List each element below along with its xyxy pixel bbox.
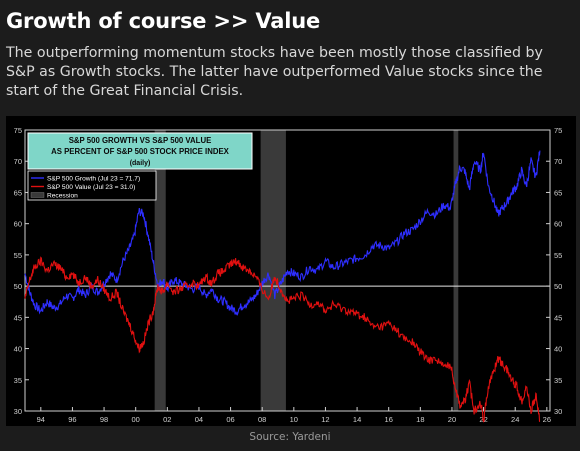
y-tick-label-left: 60 [14, 220, 22, 229]
article-headline: Growth of course >> Value [6, 9, 320, 33]
chart-title-line: AS PERCENT OF S&P 500 STOCK PRICE INDEX [51, 147, 230, 156]
x-tick-label: 06 [226, 415, 234, 424]
chart-source: Source: Yardeni [249, 431, 331, 443]
recession-band [453, 130, 459, 411]
growth-vs-value-chart: 30 30 35 35 40 40 45 45 50 50 55 55 60 60 65 65 70 70 75 75… [14, 126, 563, 424]
y-tick-label-left: 55 [14, 251, 22, 260]
legend-value-label: S&P 500 Value (Jul 23 = 31.0) [47, 184, 135, 191]
y-tick-label-right: 45 [554, 313, 562, 322]
y-tick-label-right: 50 [554, 282, 562, 291]
y-tick-label-left: 40 [14, 345, 22, 354]
y-tick-label-right: 65 [554, 188, 562, 197]
legend-box [27, 170, 157, 201]
y-tick-label-left: 45 [14, 313, 22, 322]
x-tick-label: 96 [68, 415, 76, 424]
series-line-growth [24, 150, 541, 317]
x-tick-label: 10 [290, 415, 298, 424]
recession-band [260, 130, 286, 411]
recession-band [154, 130, 166, 411]
article-description: The outperforming momentum stocks have b… [6, 45, 543, 99]
x-tick-label: 98 [100, 415, 108, 424]
x-tick-label: 04 [195, 415, 203, 424]
chart-title-box [27, 132, 253, 170]
legend-growth-label: S&P 500 Growth (Jul 23 = 71.7) [47, 176, 140, 183]
x-tick-label: 20 [448, 415, 456, 424]
y-tick-label-right: 60 [554, 220, 562, 229]
x-tick-label: 08 [258, 415, 266, 424]
y-tick-label-right: 55 [554, 251, 562, 260]
x-tick-label: 94 [37, 415, 45, 424]
y-tick-label-left: 65 [14, 188, 22, 197]
x-tick-label: 16 [385, 415, 393, 424]
y-tick-label-right: 75 [554, 126, 562, 135]
x-tick-label: 12 [321, 415, 329, 424]
x-tick-label: 26 [543, 415, 551, 424]
plot-frame [24, 129, 551, 412]
y-tick-label-left: 75 [14, 126, 22, 135]
x-tick-label: 02 [163, 415, 171, 424]
x-tick-label: 18 [416, 415, 424, 424]
chart-title-line: S&P 500 GROWTH VS S&P 500 VALUE [69, 136, 212, 145]
y-tick-label-right: 40 [554, 345, 562, 354]
x-tick-label: 24 [511, 415, 519, 424]
legend-recession-swatch [30, 192, 45, 198]
chart-container: 30 30 35 35 40 40 45 45 50 50 55 55 60 60 65 65 70 70 75 75… [6, 116, 576, 426]
y-tick-label-right: 70 [554, 157, 562, 166]
y-tick-label-left: 50 [14, 282, 22, 291]
y-tick-label-left: 30 [14, 407, 22, 416]
y-tick-label-right: 35 [554, 376, 562, 385]
series-line-value [24, 256, 541, 423]
x-tick-label: 00 [132, 415, 140, 424]
chart-title-line: (daily) [130, 160, 151, 167]
y-tick-label-right: 30 [554, 407, 562, 416]
y-tick-label-left: 70 [14, 157, 22, 166]
y-tick-label-left: 35 [14, 376, 22, 385]
x-tick-label: 14 [353, 415, 361, 424]
legend-recession-label: Recession [47, 193, 78, 200]
